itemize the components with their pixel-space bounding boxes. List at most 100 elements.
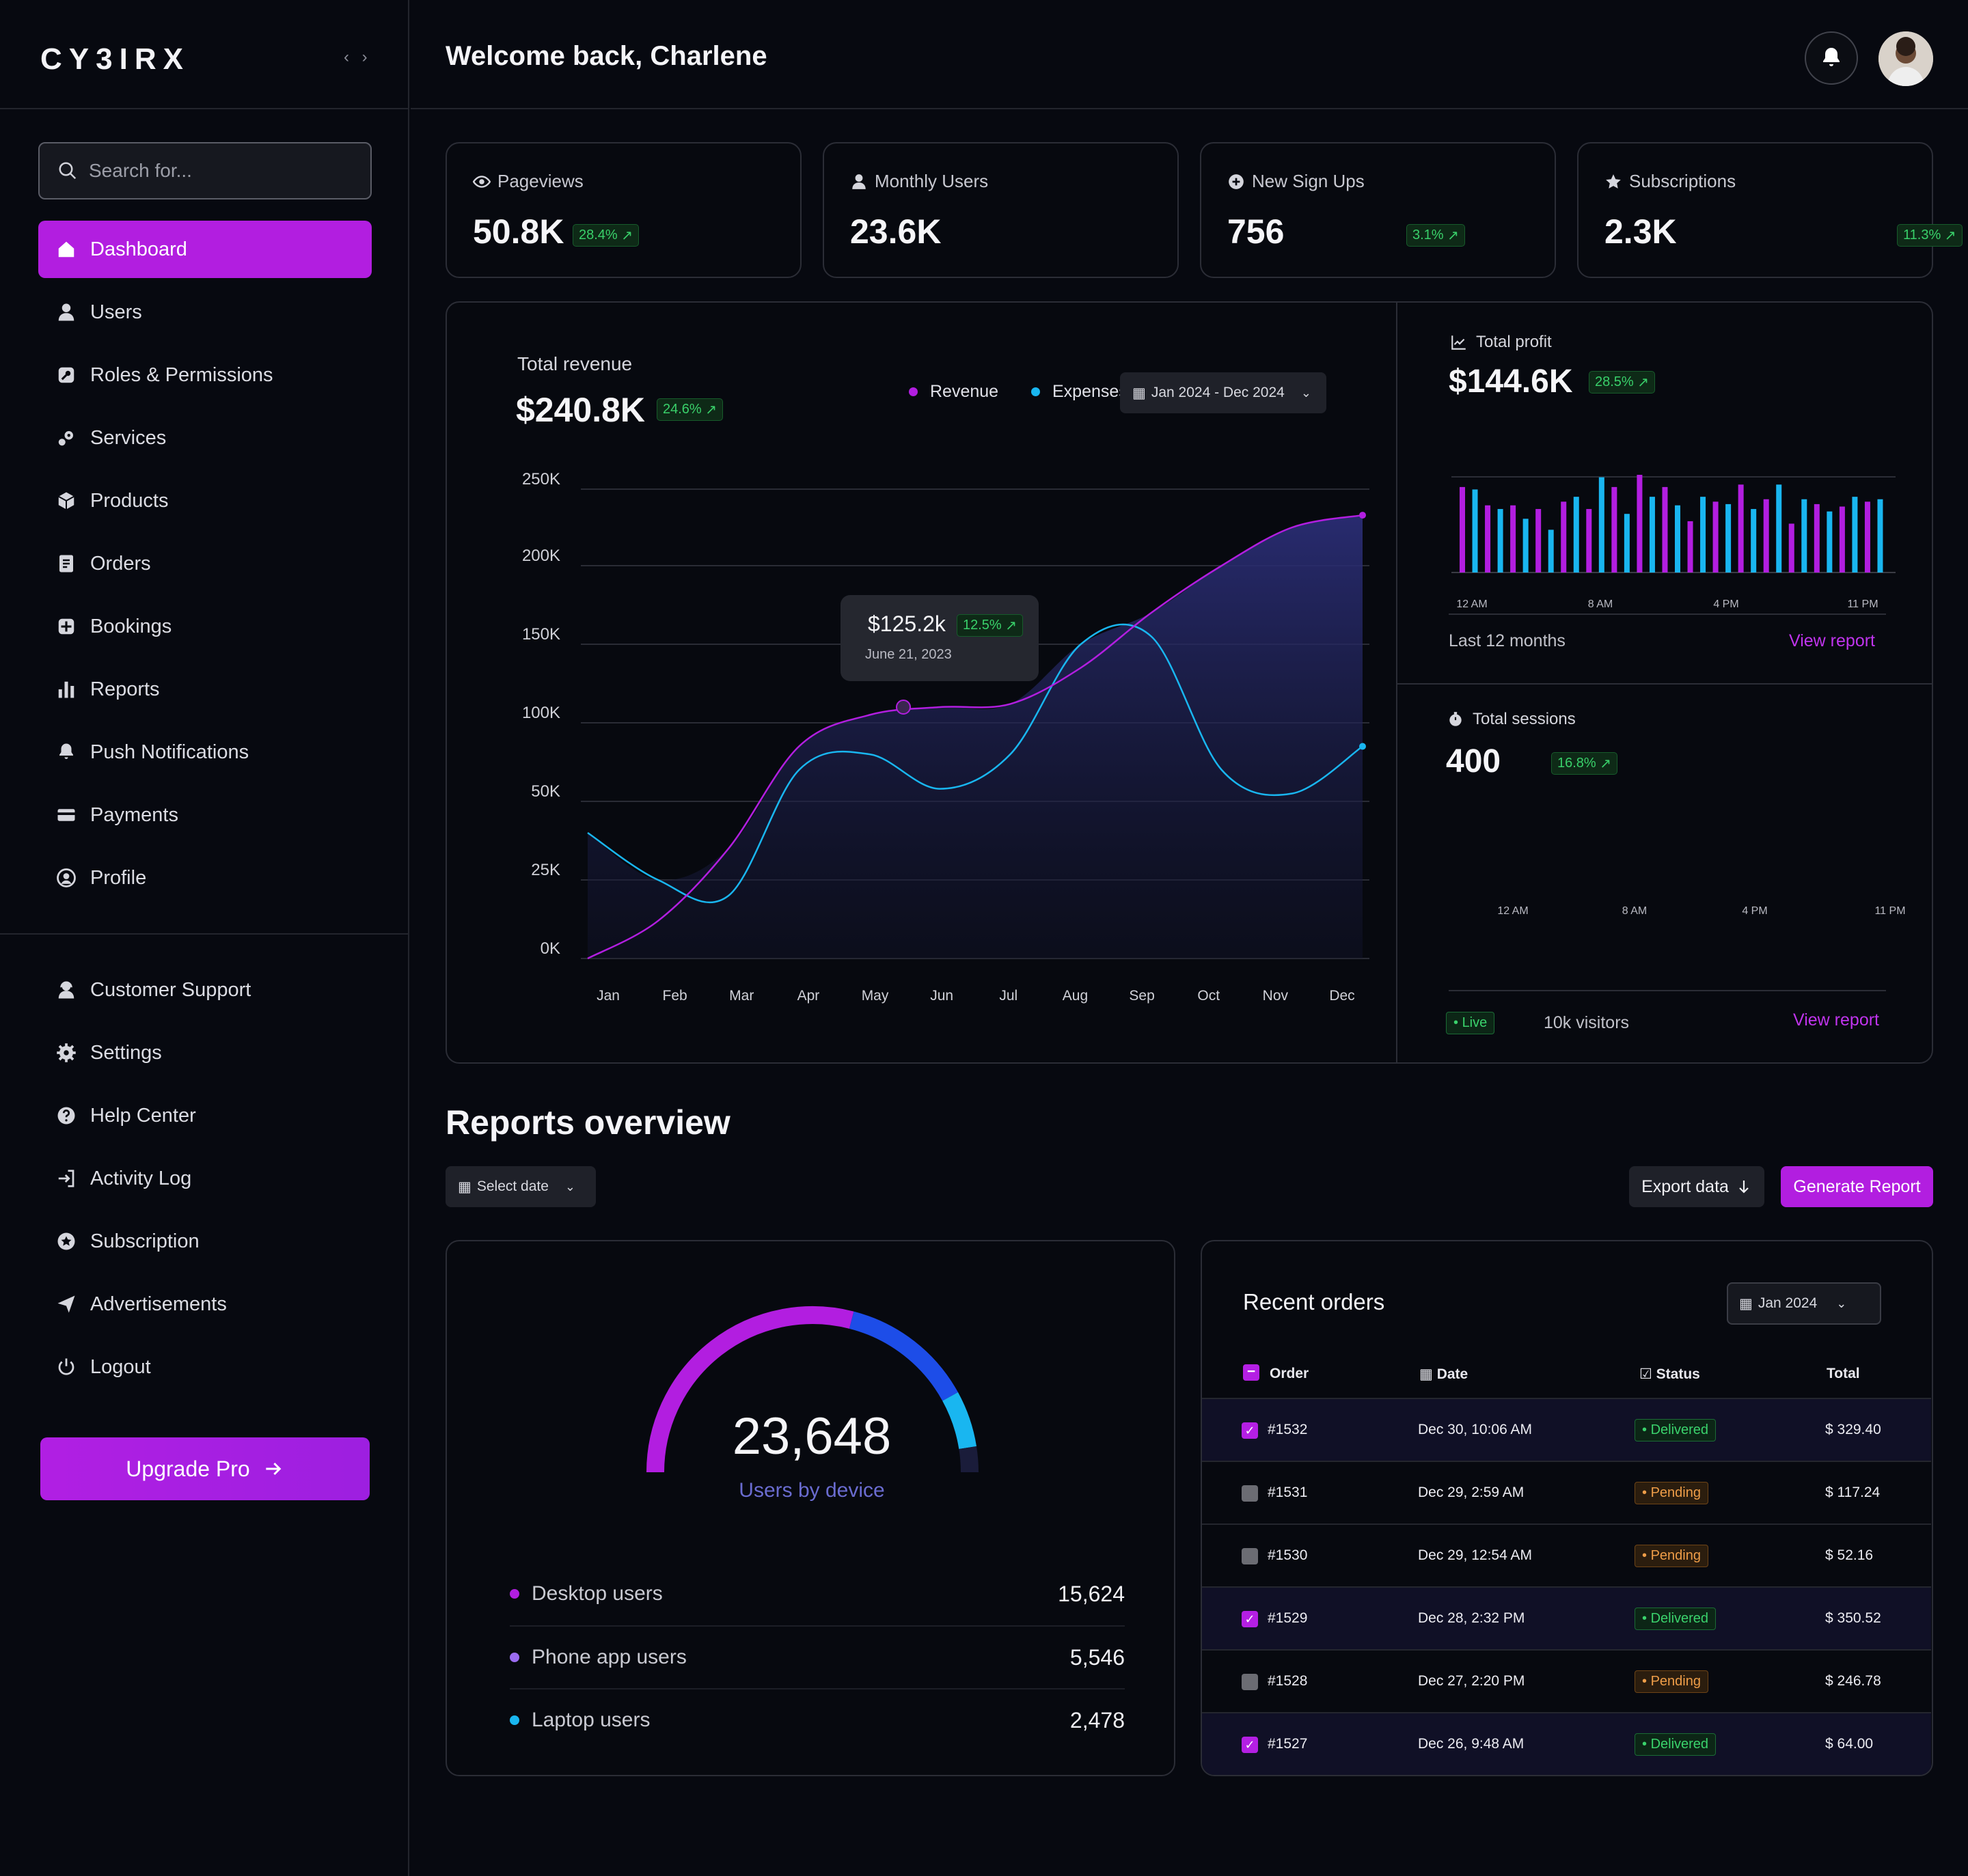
stat-change-badge: 3.1% ↗ [1406,224,1465,247]
check-square-icon: ☑ [1639,1366,1656,1382]
x-tick-label: Sep [1129,988,1154,1004]
tooltip-marker[interactable] [896,700,911,715]
table-row[interactable]: #1528 Dec 27, 2:20 PM • Pending $ 246.78 [1202,1649,1931,1712]
table-row[interactable]: #1531 Dec 29, 2:59 AM • Pending $ 117.24 [1202,1461,1931,1523]
app-logo[interactable]: CY3IRX [40,42,190,76]
bar-chart-icon [58,681,74,698]
nav-item-activity-log[interactable]: Activity Log [38,1150,372,1207]
orders-month-filter[interactable]: ▦ Jan 2024 ⌄ [1727,1282,1881,1325]
row-checkbox[interactable] [1242,1674,1258,1690]
search-input[interactable]: Search for... [38,142,372,199]
nav-item-payments[interactable]: Payments [38,786,372,844]
status-badge: • Delivered [1635,1418,1717,1442]
status-badge: • Pending [1635,1481,1708,1504]
table-row[interactable]: ✓ #1527 Dec 26, 9:48 AM • Delivered $ 64.00 [1202,1712,1931,1775]
nav-item-services[interactable]: Services [38,409,372,467]
order-id: #1527 [1268,1736,1308,1752]
devices-caption: Users by device [739,1479,885,1502]
home-icon [58,241,74,258]
booking-icon [58,618,74,635]
sessions-change-badge: 16.8% ↗ [1551,752,1618,775]
x-tick-label: Feb [663,988,687,1004]
device-row-desktop-users: Desktop users 15,624 [510,1562,1125,1625]
revenue-change-badge: 24.6% ↗ [657,398,724,421]
stat-card-subscriptions[interactable]: Subscriptions 2.3K 11.3% ↗ [1577,142,1963,278]
nav-item-reports[interactable]: Reports [38,661,372,718]
stat-label-row: Subscriptions [1604,171,1736,192]
stopwatch-icon [1449,712,1462,726]
stat-change: 3.1% [1412,227,1444,243]
x-tick-label: Jan [597,988,620,1004]
nav-item-push-notifications[interactable]: Push Notifications [38,723,372,781]
row-checkbox[interactable] [1242,1548,1258,1564]
nav-item-bookings[interactable]: Bookings [38,598,372,655]
sessions-view-report-link[interactable]: View report [1793,1010,1879,1030]
nav-label: Dashboard [90,238,187,260]
date-range-label: Jan 2024 - Dec 2024 [1151,385,1285,400]
devices-card: 23,648 Users by device Desktop users 15,6… [446,1240,1175,1776]
stat-label-row: Monthly Users [850,171,988,192]
avatar[interactable] [1878,31,1933,86]
profit-change: 28.5% [1595,374,1634,389]
profit-bar-chart: 12 AM 8 AM 4 PM 11 PM [1451,475,1896,610]
row-checkbox[interactable] [1242,1485,1258,1502]
date-range-select[interactable]: ▦ Jan 2024 - Dec 2024 ⌄ [1120,372,1326,413]
row-checkbox[interactable]: ✓ [1242,1422,1258,1439]
x-tick-label: 11 PM [1874,905,1905,917]
legend-expenses[interactable]: Expenses [1031,382,1128,402]
nav-item-settings[interactable]: Settings [38,1024,372,1081]
profit-bar [1485,505,1491,573]
row-checkbox[interactable]: ✓ [1242,1737,1258,1753]
x-tick-label: 12 AM [1497,905,1528,917]
nav-item-profile[interactable]: Profile [38,849,372,907]
select-date-dropdown[interactable]: ▦ Select date ⌄ [446,1166,596,1207]
chevron-down-icon: ⌄ [1836,1296,1847,1310]
nav-item-orders[interactable]: Orders [38,535,372,592]
nav-item-roles-permissions[interactable]: Roles & Permissions [38,346,372,404]
x-tick-label: Oct [1197,988,1220,1004]
profit-view-report-link[interactable]: View report [1789,631,1875,650]
table-row[interactable]: ✓ #1532 Dec 30, 10:06 AM • Delivered $ 329.4… [1202,1398,1931,1461]
main-content: Welcome back, Charlene Pageviews 50.8K 28.… [411,0,1968,1876]
profit-bar [1522,519,1529,573]
nav-item-dashboard[interactable]: Dashboard [38,221,372,278]
status-label: Pending [1650,1673,1701,1689]
nav-item-subscription[interactable]: Subscription [38,1213,372,1270]
export-data-button[interactable]: Export data [1629,1166,1764,1207]
nav-item-customer-support[interactable]: Customer Support [38,961,372,1019]
nav-item-products[interactable]: Products [38,472,372,529]
arrow-down-icon [1739,1181,1749,1194]
document-icon [59,555,73,573]
stat-card-new-sign-ups[interactable]: New Sign Ups 756 3.1% ↗ [1200,142,1556,278]
nav-label: Bookings [90,615,172,637]
row-checkbox[interactable]: ✓ [1242,1611,1258,1627]
table-row[interactable]: #1530 Dec 29, 12:54 AM • Pending $ 52.16 [1202,1523,1931,1586]
select-all-checkbox[interactable]: − [1243,1364,1259,1381]
order-total: $ 329.40 [1825,1422,1881,1437]
nav-item-advertisements[interactable]: Advertisements [38,1275,372,1333]
orders-title: Recent orders [1243,1289,1385,1314]
table-row[interactable]: ✓ #1529 Dec 28, 2:32 PM • Delivered $ 350.52 [1202,1586,1931,1649]
tooltip-value: $125.2k [868,611,946,636]
stat-label: Subscriptions [1629,171,1736,191]
profit-bar [1801,499,1807,573]
stat-card-pageviews[interactable]: Pageviews 50.8K 28.4% ↗ [446,142,802,278]
legend-revenue[interactable]: Revenue [909,382,998,402]
calendar-icon: ▦ [1739,1295,1753,1312]
device-dot [510,1589,519,1599]
orders-month-label: Jan 2024 [1758,1295,1818,1311]
chevron-down-icon: ⌄ [1300,385,1311,400]
nav-item-help-center[interactable]: Help Center [38,1087,372,1144]
stat-label-row: New Sign Ups [1227,171,1365,192]
nav-item-logout[interactable]: Logout [38,1338,372,1396]
legend-dot-expenses [1031,387,1040,396]
profit-bar [1510,505,1516,573]
stat-label-row: Pageviews [473,171,584,192]
upgrade-pro-button[interactable]: Upgrade Pro [40,1437,370,1500]
generate-report-button[interactable]: Generate Report [1781,1166,1933,1207]
notifications-button[interactable] [1805,31,1858,85]
nav-item-users[interactable]: Users [38,284,372,341]
x-tick-label: Nov [1263,988,1289,1004]
collapse-sidebar-icon[interactable]: ‹ › [344,48,372,66]
